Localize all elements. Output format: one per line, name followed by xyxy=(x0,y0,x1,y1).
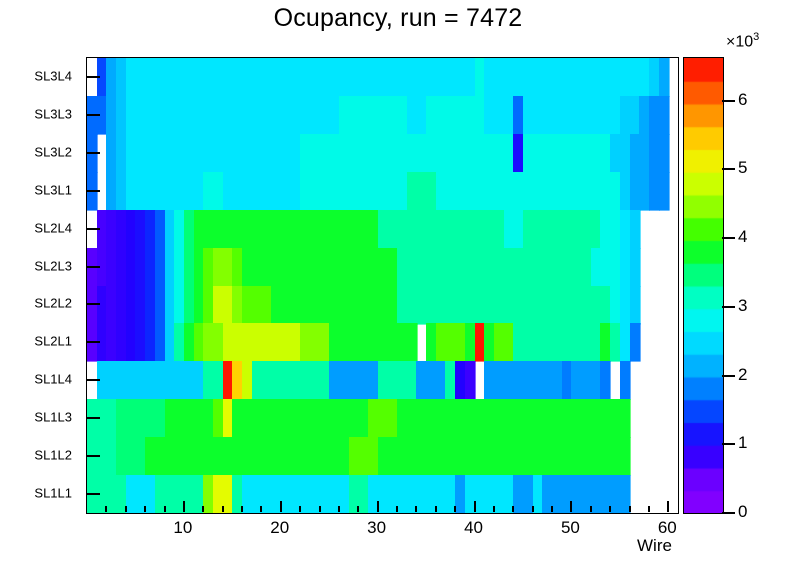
x-tick-minor xyxy=(299,506,302,512)
x-axis-title: Wire xyxy=(637,536,672,555)
colorbar-tick-1 xyxy=(722,443,735,446)
heatmap-grid xyxy=(87,58,678,513)
x-tick-minor xyxy=(241,506,244,512)
y-axis-label-sl2l4: SL2L4 xyxy=(34,220,72,236)
y-tick xyxy=(86,265,100,268)
y-axis-label-sl1l2: SL1L2 xyxy=(34,447,72,463)
y-axis-label-sl1l3: SL1L3 xyxy=(34,409,72,425)
colorbar-tick-label-6: 6 xyxy=(738,89,748,109)
y-tick xyxy=(86,113,100,116)
y-tick xyxy=(86,341,100,344)
x-tick-label-30: 30 xyxy=(367,518,387,537)
x-tick-minor xyxy=(454,506,457,512)
y-tick xyxy=(86,379,100,382)
x-tick-minor xyxy=(163,506,166,512)
colorbar xyxy=(683,57,724,514)
y-tick xyxy=(86,493,100,496)
x-tick-minor xyxy=(512,506,515,512)
x-tick-minor xyxy=(202,506,205,512)
y-axis-label-sl3l2: SL3L2 xyxy=(34,144,72,160)
colorbar-tick-6 xyxy=(722,99,735,102)
x-tick-major xyxy=(667,501,670,512)
y-tick xyxy=(86,75,100,78)
colorbar-tick-4 xyxy=(722,237,735,240)
colorbar-exponent-power: 3 xyxy=(753,31,760,43)
colorbar-gradient xyxy=(684,58,723,513)
y-tick xyxy=(86,151,100,154)
y-tick xyxy=(86,455,100,458)
x-tick-minor xyxy=(105,506,108,512)
y-axis-label-sl3l3: SL3L3 xyxy=(34,106,72,122)
x-tick-minor xyxy=(144,506,147,512)
colorbar-exponent-base: ×10 xyxy=(726,33,754,51)
y-axis-labels: SL3L4 SL3L3 SL3L2 SL3L1 SL2L4 SL2L3 SL2L2 SL2L1… xyxy=(0,57,82,512)
colorbar-tick-5 xyxy=(722,168,735,171)
x-tick-minor xyxy=(551,506,554,512)
colorbar-tick-label-4: 4 xyxy=(738,227,748,247)
x-tick-minor xyxy=(318,506,321,512)
page-title: Ocupancy, run = 7472 xyxy=(273,4,523,32)
colorbar-tick-0 xyxy=(722,512,735,514)
x-tick-major xyxy=(279,501,282,512)
colorbar-tick-label-2: 2 xyxy=(738,364,748,384)
x-tick-major xyxy=(376,501,379,512)
x-tick-minor xyxy=(415,506,418,512)
y-tick xyxy=(86,227,100,230)
x-tick-minor xyxy=(647,506,650,512)
colorbar-exponent: ×103 xyxy=(726,31,759,51)
y-axis-label-sl2l2: SL2L2 xyxy=(34,295,72,311)
x-tick-minor xyxy=(337,506,340,512)
heatmap-cells xyxy=(87,58,678,513)
y-tick xyxy=(86,189,100,192)
x-tick-major xyxy=(473,501,476,512)
colorbar-tick-label-1: 1 xyxy=(738,433,748,453)
colorbar-tick-3 xyxy=(722,305,735,308)
x-tick-minor xyxy=(396,506,399,512)
x-tick-minor xyxy=(609,506,612,512)
x-tick-minor xyxy=(357,506,360,512)
x-tick-label-10: 10 xyxy=(173,518,193,537)
colorbar-tick-2 xyxy=(722,374,735,377)
x-tick-label-40: 40 xyxy=(464,518,483,537)
x-tick-minor xyxy=(124,506,127,512)
colorbar-tick-label-5: 5 xyxy=(738,158,748,178)
x-tick-label-50: 50 xyxy=(560,518,580,537)
y-axis-label-sl1l1: SL1L1 xyxy=(34,485,72,501)
plot-area xyxy=(86,57,679,514)
x-tick-label-20: 20 xyxy=(270,518,290,537)
x-tick-minor xyxy=(221,506,224,512)
x-tick-minor xyxy=(628,506,631,512)
y-axis-label-sl3l4: SL3L4 xyxy=(34,68,72,84)
x-tick-major xyxy=(182,501,185,512)
y-axis-label-sl2l3: SL2L3 xyxy=(34,258,72,274)
x-tick-minor xyxy=(260,506,263,512)
colorbar-tick-label-0: 0 xyxy=(738,502,748,521)
y-axis-label-sl1l4: SL1L4 xyxy=(34,371,72,387)
x-tick-minor xyxy=(492,506,495,512)
y-axis-label-sl3l1: SL3L1 xyxy=(34,182,72,198)
x-tick-minor xyxy=(434,506,437,512)
y-tick xyxy=(86,303,100,306)
y-axis-label-sl2l1: SL2L1 xyxy=(34,333,72,349)
x-tick-minor xyxy=(589,506,592,512)
colorbar-tick-label-3: 3 xyxy=(738,295,748,315)
y-tick xyxy=(86,417,100,420)
x-tick-major xyxy=(570,501,573,512)
x-tick-label-60: 60 xyxy=(657,518,677,537)
x-tick-minor xyxy=(531,506,534,512)
